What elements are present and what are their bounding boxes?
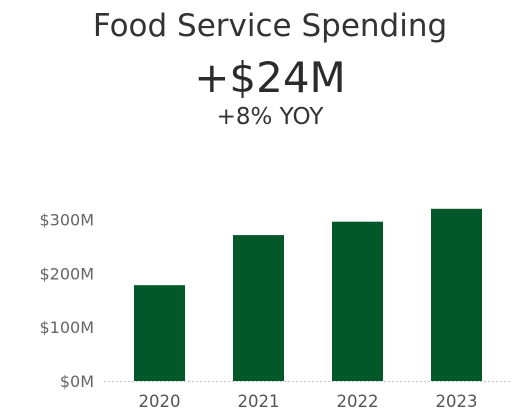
y-tick-label: $100M [39,318,94,337]
bar-2023[interactable] [431,208,482,381]
x-tick-label: 2020 [139,392,181,411]
y-tick-label: $300M [39,211,94,230]
kpi-value: +$24M [194,53,346,102]
x-tick-label: 2021 [238,392,280,411]
kpi-yoy-change: +8% YOY [216,104,324,130]
y-tick-label: $0M [60,372,94,391]
chart-title: Food Service Spending [92,8,448,44]
bars [134,208,482,381]
x-axis: 2020 2021 2022 2023 [139,392,478,411]
bar-2020[interactable] [134,285,185,381]
y-axis: $0M $100M $200M $300M [39,211,94,391]
x-tick-label: 2023 [436,392,478,411]
bar-2022[interactable] [332,221,383,381]
bar-2021[interactable] [233,235,284,381]
x-tick-label: 2022 [337,392,379,411]
y-tick-label: $200M [39,264,94,283]
